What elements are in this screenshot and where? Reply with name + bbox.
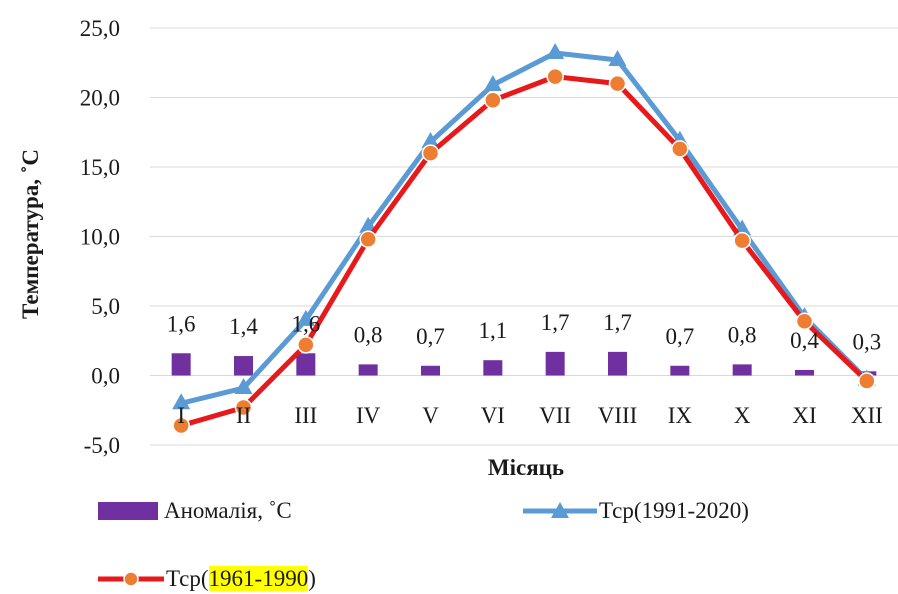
tcp-1991-2020-marker [546,43,565,60]
tcp-1991-2020-marker [359,216,378,233]
y-tick-label: 25,0 [80,16,120,41]
legend-line-swatch-red [98,571,164,587]
bar-data-labels: 1,6 1,4 1,6 0,8 0,7 1,1 1,7 1,7 0,7 0,8 0,4 0,3 [167,310,881,354]
bar-data-label: 1,6 [291,311,320,336]
tcp-1961-1990-marker [733,231,751,250]
tcp-1961-1990-marker [608,74,627,93]
temperature-lines [172,43,876,435]
y-tick-label: 15,0 [80,155,120,180]
bar-data-label: 0,7 [665,324,694,349]
bar-data-label: 1,1 [478,318,507,343]
anomaly-bar [670,365,690,376]
y-tick-label: 5,0 [91,294,120,319]
tcp-1991-2020-marker [483,74,502,91]
legend-item-1961-1990: Тср(1961-1990) [98,566,316,592]
legend-label-1961-1990: Тср(1961-1990) [166,566,316,592]
tcp-1991-2020-marker [608,49,627,66]
x-category-label: XII [851,403,883,428]
anomaly-bars [171,351,877,376]
tcp-1961-1990-marker [359,230,377,249]
x-category-label: IX [668,403,693,428]
bar-data-label: 1,7 [603,310,632,335]
y-axis-ticks: -5,0 0,0 5,0 10,0 15,0 20,0 25,0 [80,16,120,458]
bar-data-label: 0,8 [354,322,383,347]
bar-data-label: 0,4 [790,328,819,353]
bar-data-label: 1,4 [229,314,258,339]
x-category-label: VI [481,403,505,428]
x-category-label: IV [356,403,381,428]
tcp-1961-1990-marker [484,91,502,110]
legend-label-anomaly: Аномалія, ˚С [164,498,292,523]
y-tick-label: 10,0 [80,225,120,250]
tcp-1991-2020-marker [172,393,191,410]
x-category-label: I [177,403,185,428]
legend-bar-swatch [98,502,158,520]
legend-line-swatch-blue [523,502,597,518]
tcp-1991-2020-line [180,50,869,406]
anomaly-bar [795,369,814,376]
x-category-label: III [294,403,317,428]
tcp-1961-1990-marker [671,140,689,158]
tcp-1961-1990-line [180,74,869,428]
tcp-1961-1990-marker [172,416,190,435]
bar-data-label: 0,8 [728,322,757,347]
y-tick-label: 0,0 [91,364,120,389]
x-category-label: II [236,403,251,428]
x-axis-categories: I II III IV V VI VII VIII IX X XI XII [177,403,882,428]
x-category-label: VIII [598,403,638,428]
tcp-1961-1990-marker [421,144,440,162]
legend-item-anomaly: Аномалія, ˚С [98,498,292,524]
x-category-label: VII [539,403,571,428]
bar-data-label: 0,7 [416,324,445,349]
tcp-1961-1990-marker [858,372,876,390]
legend-label-1991-2020: Тср(1991-2020) [599,498,749,523]
tcp-1991-2020-marker [234,378,253,395]
tcp-1991-2020-marker [421,131,440,148]
anomaly-bar [234,356,253,376]
x-category-label: XI [792,403,816,428]
anomaly-bar [296,353,316,376]
y-tick-label: -5,0 [84,433,120,458]
anomaly-bar [732,364,752,376]
y-tick-label: 20,0 [80,86,120,111]
anomaly-bar [358,364,378,376]
legend-label-suffix: ) [308,566,316,591]
tcp-1961-1990-marker [297,336,315,354]
anomaly-bar [483,360,503,376]
legend-item-1991-2020: Тср(1991-2020) [523,498,749,524]
x-category-label: X [734,403,751,428]
bar-data-label: 1,6 [167,311,196,336]
anomaly-bar [421,365,440,376]
anomaly-bar [545,351,565,376]
x-axis-title: Місяць [488,455,564,480]
tcp-1961-1990-marker [234,398,253,417]
legend-label-prefix: Тср( [166,566,209,591]
tcp-1961-1990-marker [795,312,814,331]
legend-label-highlighted-period: 1961-1990 [208,566,309,591]
tcp-1991-2020-marker [296,309,315,326]
anomaly-bar [171,353,191,376]
x-category-label: V [422,403,439,428]
y-axis-title: Температура, ˚С [18,149,43,319]
bar-data-label: 0,3 [852,329,881,354]
tcp-1961-1990-marker [546,67,564,86]
anomaly-bar [608,351,627,376]
bar-data-label: 1,7 [541,310,570,335]
